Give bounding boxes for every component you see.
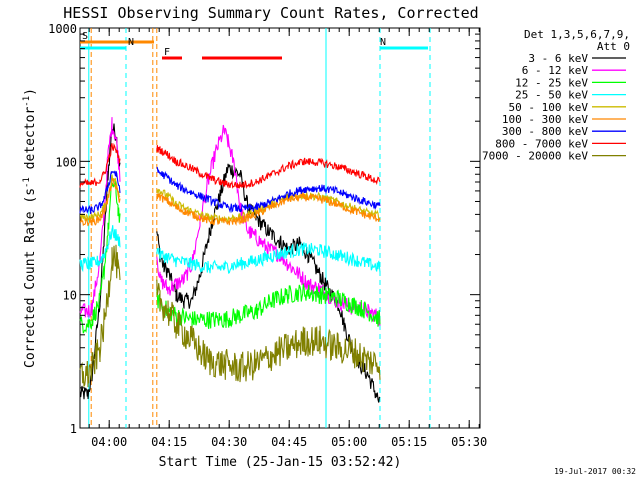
- series-line: [79, 244, 381, 388]
- footer-date: 19-Jul-2017 00:32: [554, 467, 636, 476]
- legend-label: 3 - 6 keV: [528, 52, 588, 65]
- series-line: [79, 123, 381, 403]
- flag-label: N: [380, 37, 386, 48]
- x-axis-label: Start Time (25-Jan-15 03:52:42): [159, 455, 402, 470]
- plot-frame: [79, 27, 481, 429]
- y-tick-label: 1000: [48, 22, 77, 36]
- legend-label: 6 - 12 keV: [522, 64, 589, 77]
- legend-label: 300 - 800 keV: [502, 125, 588, 138]
- legend-label: 7000 - 20000 keV: [482, 150, 588, 163]
- legend-label: 100 - 300 keV: [502, 113, 588, 126]
- series-line: [79, 142, 381, 190]
- x-tick-label: 04:15: [151, 435, 187, 449]
- legend-header-line-2: Att 0: [597, 40, 630, 53]
- flag-label: S: [82, 31, 88, 42]
- chart-title: HESSI Observing Summary Count Rates, Cor…: [63, 4, 478, 22]
- x-tick-label: 04:45: [271, 435, 307, 449]
- legend-label: 800 - 7000 keV: [495, 137, 588, 150]
- series-line: [79, 176, 381, 227]
- y-tick-label: 100: [55, 155, 77, 169]
- plot-area: S N N F: [79, 27, 481, 429]
- y-axis-label: Corrected Count Rate (s-1 detector-1): [22, 88, 38, 368]
- legend-label: 25 - 50 keV: [515, 89, 588, 102]
- x-axis: 04:00 04:15 04:30 04:45 05:00 05:15 05:30: [88, 28, 487, 449]
- series-line: [79, 225, 381, 274]
- x-tick-label: 04:00: [91, 435, 127, 449]
- legend-header-line-1: Det 1,3,5,6,7,9,: [524, 28, 630, 41]
- x-tick-label: 05:00: [331, 435, 367, 449]
- y-axis: 1 10 100 1000: [48, 22, 480, 436]
- legend-label: 12 - 25 keV: [515, 76, 588, 89]
- flag-label: F: [164, 47, 170, 58]
- x-tick-label: 05:15: [391, 435, 427, 449]
- flag-label: N: [128, 37, 134, 48]
- y-tick-label: 10: [63, 289, 77, 303]
- legend-label: 50 - 100 keV: [509, 101, 589, 114]
- series-line: [79, 166, 381, 214]
- series-line: [79, 174, 381, 334]
- orbit-annotations: [88, 28, 431, 428]
- y-tick-label: 1: [70, 422, 77, 436]
- x-tick-label: 04:30: [211, 435, 247, 449]
- x-tick-label: 05:30: [451, 435, 487, 449]
- flag-bars: S N N F: [80, 31, 428, 60]
- series-lines: [79, 117, 381, 403]
- series-line: [79, 117, 381, 326]
